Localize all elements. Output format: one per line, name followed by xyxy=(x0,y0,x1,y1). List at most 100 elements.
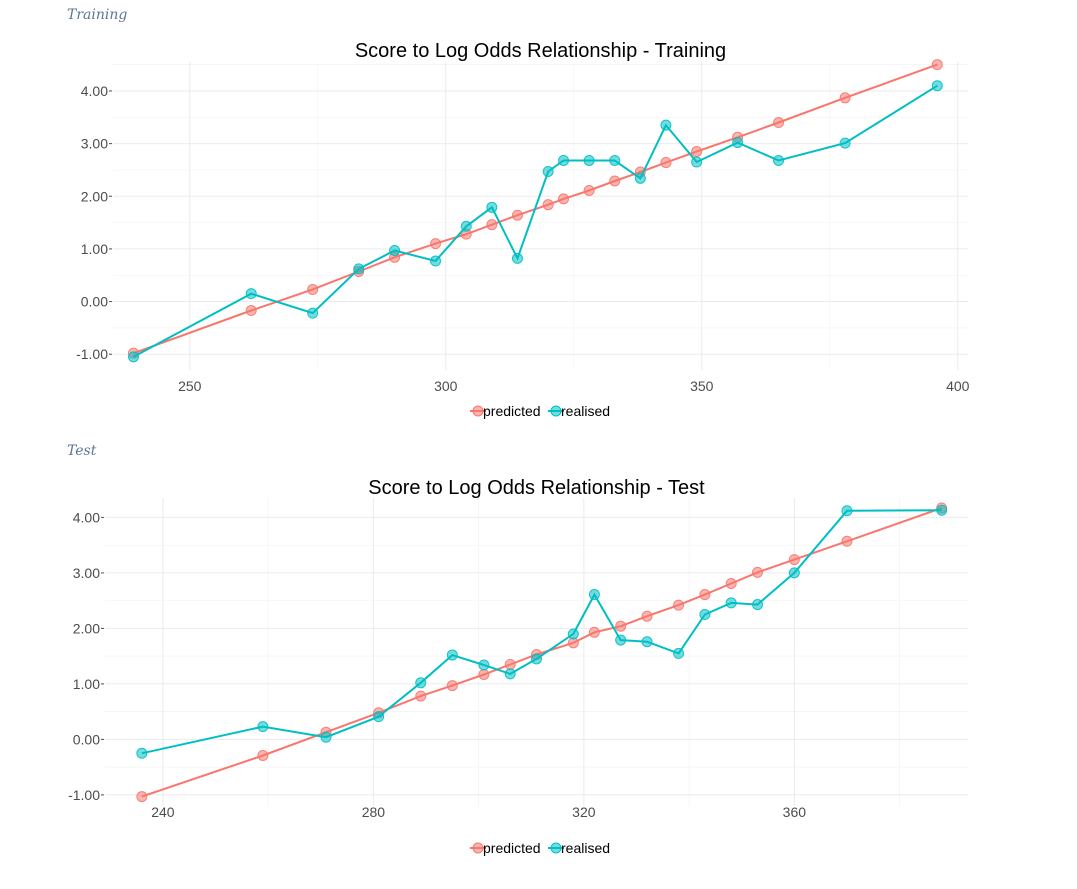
x-tick-label: 360 xyxy=(783,804,807,820)
data-point-predicted xyxy=(839,92,851,104)
data-point-realised xyxy=(415,677,427,689)
data-point-predicted xyxy=(699,589,711,601)
data-point-predicted xyxy=(725,577,737,589)
data-point-realised xyxy=(609,154,621,166)
data-point-predicted xyxy=(307,283,319,295)
series-line-realised xyxy=(133,84,938,358)
data-point-predicted xyxy=(609,175,621,187)
data-point-realised xyxy=(691,156,703,168)
data-point-realised xyxy=(430,255,442,267)
data-point-realised xyxy=(460,220,472,232)
data-point-realised xyxy=(307,307,319,319)
data-point-predicted xyxy=(691,146,703,158)
data-point-predicted xyxy=(257,749,269,761)
chart-title: Score to Log Odds Relationship - Test xyxy=(368,477,705,499)
data-point-predicted xyxy=(752,566,764,578)
data-point-predicted xyxy=(583,184,595,196)
data-point-predicted xyxy=(245,305,257,317)
x-tick-label: 320 xyxy=(572,804,596,820)
y-tick-label: 2.00 xyxy=(73,620,100,636)
x-tick-label: 280 xyxy=(362,804,386,820)
data-point-predicted xyxy=(486,219,498,231)
x-tick-label: 300 xyxy=(434,378,458,394)
y-tick-label: 1.00 xyxy=(81,241,108,257)
data-point-realised xyxy=(567,628,579,640)
y-tick-label: 4.00 xyxy=(81,83,108,99)
legend-key-point-predicted xyxy=(472,405,484,417)
x-tick-label: 240 xyxy=(151,804,175,820)
data-point-realised xyxy=(936,504,948,516)
data-point-realised xyxy=(615,634,627,646)
y-tick-label: 4.00 xyxy=(73,509,100,525)
data-point-predicted xyxy=(430,238,442,250)
data-point-predicted xyxy=(415,690,427,702)
data-point-predicted xyxy=(615,620,627,632)
data-point-realised xyxy=(752,599,764,611)
legend-key-point-predicted xyxy=(472,842,484,854)
data-point-realised xyxy=(257,721,269,733)
series-line-realised xyxy=(141,509,942,755)
y-tick-label: 2.00 xyxy=(81,188,108,204)
legend-label-predicted: predicted xyxy=(483,840,541,856)
y-tick-label: -1.00 xyxy=(76,346,108,362)
y-tick-label: 3.00 xyxy=(81,136,108,152)
data-point-predicted xyxy=(773,117,785,129)
data-point-realised xyxy=(320,731,332,743)
y-tick-label: 0.00 xyxy=(73,731,100,747)
data-point-realised xyxy=(531,653,542,665)
data-point-realised xyxy=(634,172,646,184)
data-point-predicted xyxy=(660,157,672,169)
y-tick-label: 1.00 xyxy=(73,676,100,692)
data-point-realised xyxy=(446,649,458,661)
data-point-realised xyxy=(389,244,401,256)
legend-label-realised: realised xyxy=(561,403,610,419)
series-line-predicted xyxy=(133,63,938,355)
data-point-predicted xyxy=(446,680,458,692)
y-tick-label: 3.00 xyxy=(73,565,100,581)
data-point-realised xyxy=(660,119,672,131)
data-point-realised xyxy=(699,609,711,621)
data-point-predicted xyxy=(841,535,853,547)
legend-key-point-realised xyxy=(550,842,562,854)
data-point-realised xyxy=(245,288,257,300)
data-point-realised xyxy=(478,659,490,671)
x-tick-label: 400 xyxy=(946,378,970,394)
data-point-realised xyxy=(136,747,148,759)
section-label-training: Training xyxy=(67,7,128,23)
training-chart: -1.00 0.00 1.00 2.00 3.00 4.00 250 300 350 400 Sco… xyxy=(76,40,970,419)
test-chart: -1.00 0.00 1.00 2.00 3.00 4.00 240 280 320 360 Sco… xyxy=(68,477,968,856)
data-point-realised xyxy=(486,201,498,213)
data-point-realised xyxy=(773,154,785,166)
legend-label-predicted: predicted xyxy=(483,403,541,419)
data-point-realised xyxy=(504,668,516,680)
data-point-realised xyxy=(839,137,851,149)
data-point-realised xyxy=(788,567,800,579)
legend-key-point-realised xyxy=(550,405,562,417)
chart-title: Score to Log Odds Relationship - Trainin… xyxy=(355,40,726,62)
legend-label-realised: realised xyxy=(561,840,610,856)
data-point-predicted xyxy=(136,791,148,803)
data-point-realised xyxy=(588,589,600,601)
data-point-realised xyxy=(127,351,139,363)
data-point-predicted xyxy=(673,599,685,611)
data-point-predicted xyxy=(542,199,554,211)
y-tick-label: 0.00 xyxy=(81,294,108,310)
data-point-realised xyxy=(511,252,523,264)
data-point-predicted xyxy=(588,626,600,638)
x-tick-label: 350 xyxy=(690,378,714,394)
data-point-realised xyxy=(583,154,595,166)
data-point-realised xyxy=(353,263,365,275)
data-point-realised xyxy=(641,636,653,648)
x-tick-label: 250 xyxy=(178,378,202,394)
data-point-predicted xyxy=(641,610,653,622)
data-point-realised xyxy=(373,711,385,723)
data-point-predicted xyxy=(558,193,570,205)
data-point-predicted xyxy=(504,658,516,670)
data-point-predicted xyxy=(511,209,523,221)
data-point-realised xyxy=(931,80,943,92)
y-tick-label: -1.00 xyxy=(68,787,100,803)
data-point-realised xyxy=(558,154,570,166)
section-label-test: Test xyxy=(67,443,97,459)
data-point-predicted xyxy=(931,59,943,71)
data-point-predicted xyxy=(788,554,800,566)
